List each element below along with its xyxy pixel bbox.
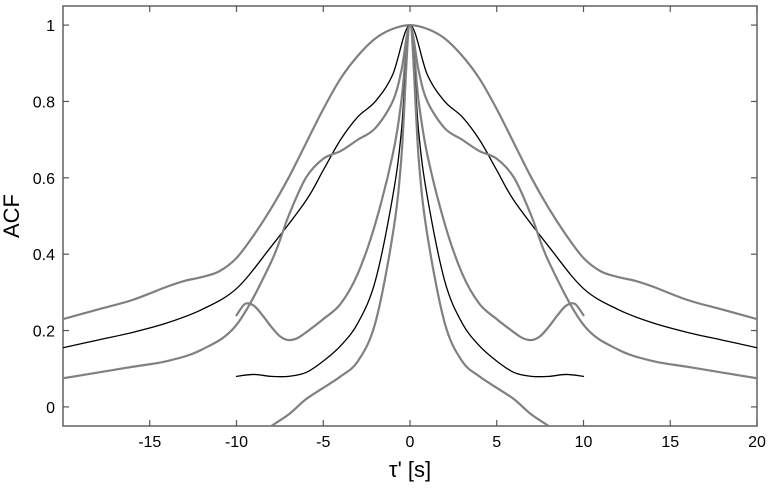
x-tick-label: 15 (661, 434, 679, 451)
x-tick-label: -5 (316, 434, 330, 451)
y-tick-label: 1 (46, 18, 55, 35)
tick-labels: -15 -10 -5 0 5 10 15 20 0 0.2 0.4 0.6 0.8 1 (33, 18, 766, 451)
x-tick-label: 20 (748, 434, 766, 451)
x-tick-label: -10 (225, 434, 248, 451)
x-axis-label: τ' [s] (389, 457, 431, 482)
x-tick-label: 5 (492, 434, 501, 451)
y-axis-label: ACF (0, 194, 24, 238)
y-tick-label: 0.8 (33, 94, 55, 111)
plot-area (62, 5, 758, 427)
series-layer (63, 23, 757, 426)
x-tick-label: -15 (138, 434, 161, 451)
y-tick-label: 0.6 (33, 171, 55, 188)
series-line-6 (270, 23, 550, 426)
y-tick-label: 0 (46, 400, 55, 417)
x-tick-label: 0 (406, 434, 415, 451)
y-tick-label: 0.2 (33, 324, 55, 341)
y-tick-label: 0.4 (33, 247, 55, 264)
x-tick-label: 10 (575, 434, 593, 451)
axis-ticks (63, 6, 758, 426)
